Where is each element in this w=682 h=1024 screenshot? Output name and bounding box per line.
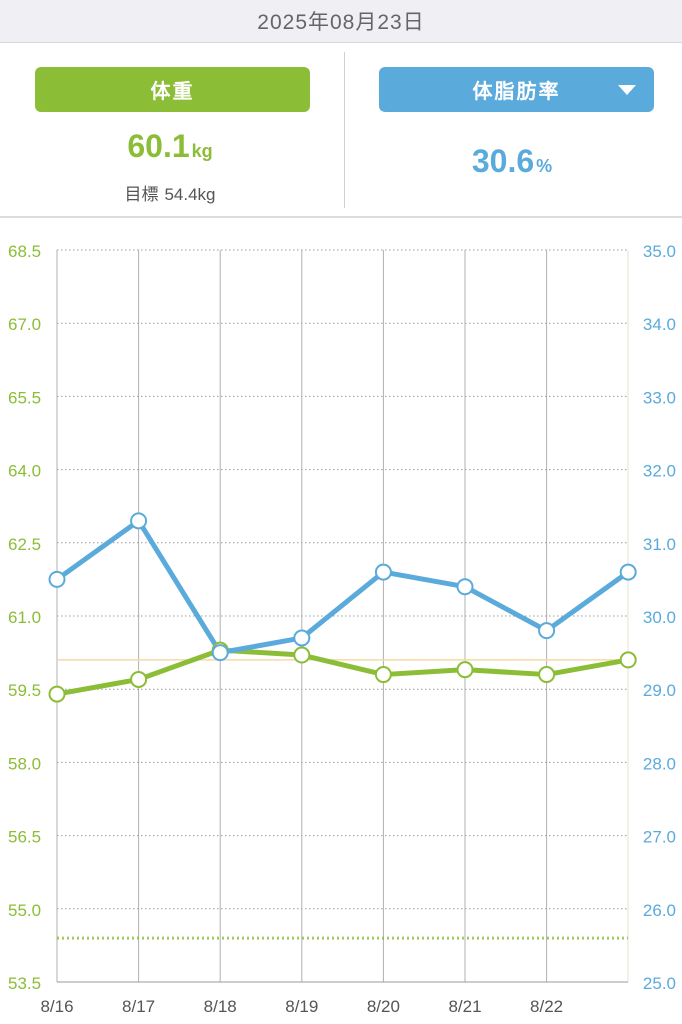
fat-button-label: 体脂肪率	[472, 81, 561, 103]
fat-value: 30.6%	[342, 143, 682, 180]
weight-point	[293, 646, 311, 664]
y-right-tick-label: 25.0	[643, 974, 676, 993]
fat-point	[538, 622, 556, 640]
y-left-tick-label: 53.5	[8, 974, 41, 993]
weight-point	[374, 666, 392, 684]
y-right-tick-label: 27.0	[643, 828, 676, 847]
goal-label: 目標	[124, 185, 159, 204]
y-right-tick-label: 35.0	[643, 242, 676, 261]
weight-button-label: 体重	[150, 81, 195, 103]
y-left-tick-label: 64.0	[8, 462, 41, 481]
weight-unit: kg	[191, 141, 213, 161]
y-left-tick-label: 58.0	[8, 754, 41, 773]
fat-point	[211, 644, 229, 662]
y-left-tick-label: 68.5	[8, 242, 41, 261]
weight-point	[130, 670, 148, 688]
x-tick-label: 8/18	[204, 997, 237, 1016]
weight-point	[619, 651, 637, 669]
weight-series-line	[54, 647, 631, 697]
y-right-tick-label: 28.0	[643, 754, 676, 773]
fat-series-line	[54, 518, 631, 656]
y-right-tick-label: 34.0	[643, 315, 676, 334]
header-divider	[0, 216, 682, 218]
fat-point	[456, 578, 474, 596]
y-left-tick-label: 62.5	[8, 535, 41, 554]
y-right-tick-label: 30.0	[643, 608, 676, 627]
goal-weight: 目標 54.4kg	[0, 180, 340, 205]
weight-value: 60.1 kg	[0, 128, 340, 165]
fat-panel: 体脂肪率 30.6%	[342, 43, 682, 216]
weight-point	[48, 685, 66, 703]
date-header[interactable]: 2025年08月23日	[0, 0, 682, 43]
goal-value: 54.4kg	[164, 185, 216, 204]
y-right-tick-label: 26.0	[643, 901, 676, 920]
x-tick-label: 8/19	[285, 997, 318, 1016]
weight-panel: 体重 60.1 kg 目標 54.4kg	[0, 43, 340, 216]
fat-unit: %	[536, 156, 553, 176]
weight-point	[456, 661, 474, 679]
weight-fat-chart[interactable]: 53.5 55.0 56.5 58.0 59.5 61.0 62.5 64.0 65.5 67.0…	[0, 218, 682, 1024]
fat-point	[619, 563, 637, 581]
weight-button[interactable]: 体重	[35, 67, 310, 112]
y-left-tick-label: 59.5	[8, 681, 41, 700]
x-tick-label: 8/22	[530, 997, 563, 1016]
y-left-tick-label: 56.5	[8, 828, 41, 847]
weight-point	[538, 666, 556, 684]
x-tick-label: 8/21	[448, 997, 481, 1016]
weight-number: 60.1	[127, 128, 190, 164]
y-left-tick-label: 61.0	[8, 608, 41, 627]
x-tick-label: 8/16	[40, 997, 73, 1016]
y-left-tick-label: 55.0	[8, 901, 41, 920]
body-fat-dropdown-button[interactable]: 体脂肪率	[379, 67, 654, 112]
y-right-tick-label: 31.0	[643, 535, 676, 554]
x-tick-label: 8/20	[367, 997, 400, 1016]
x-tick-label: 8/17	[122, 997, 155, 1016]
date-label: 2025年08月23日	[257, 11, 425, 34]
y-right-tick-label: 29.0	[643, 681, 676, 700]
y-right-tick-label: 33.0	[643, 388, 676, 407]
chevron-down-icon	[618, 85, 636, 95]
fat-point	[293, 629, 311, 647]
y-right-tick-label: 32.0	[643, 462, 676, 481]
y-left-tick-label: 65.5	[8, 388, 41, 407]
fat-point	[374, 563, 392, 581]
fat-number: 30.6	[471, 143, 535, 179]
fat-point	[48, 570, 66, 588]
fat-point	[130, 512, 148, 530]
panel-divider	[344, 52, 345, 208]
y-left-tick-label: 67.0	[8, 315, 41, 334]
